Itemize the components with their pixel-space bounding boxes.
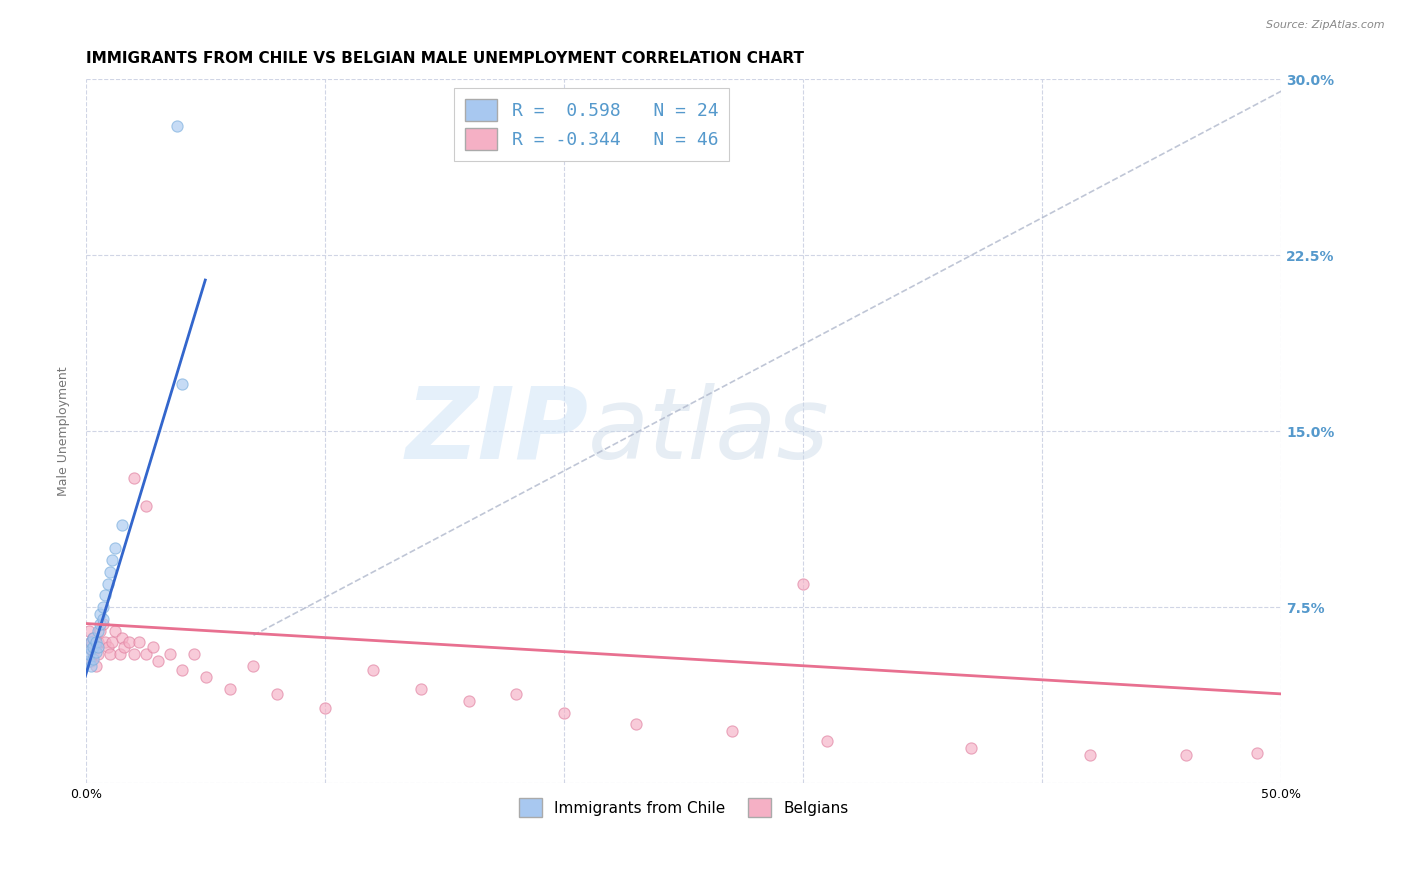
Point (84, 645, 107, 659)
Point (80, 658, 103, 673)
Point (122, 471, 145, 485)
Point (97, 640, 120, 654)
Point (111, 518, 134, 533)
Point (135, 647, 157, 661)
Point (80, 642, 103, 657)
Point (112, 640, 135, 654)
Point (87, 624, 110, 638)
Point (89, 607, 111, 622)
Point (84, 640, 107, 654)
Point (170, 377, 193, 392)
Point (111, 631, 134, 645)
Point (553, 706, 575, 720)
Point (97, 576, 120, 591)
Point (89, 616, 111, 631)
Y-axis label: Male Unemployment: Male Unemployment (58, 367, 70, 496)
Point (104, 541, 127, 556)
Point (84, 658, 107, 673)
Point (108, 647, 131, 661)
Point (82, 640, 104, 654)
Point (135, 500, 157, 514)
Point (77, 647, 100, 661)
Point (170, 664, 193, 678)
Point (815, 734, 838, 748)
Text: Source: ZipAtlas.com: Source: ZipAtlas.com (1267, 20, 1385, 29)
Point (82, 651, 104, 665)
Text: atlas: atlas (588, 383, 830, 480)
Legend: Immigrants from Chile, Belgians: Immigrants from Chile, Belgians (512, 790, 856, 825)
Point (194, 671, 217, 685)
Point (101, 635, 124, 649)
Point (122, 647, 145, 661)
Point (959, 740, 981, 755)
Point (314, 701, 336, 715)
Point (91, 600, 114, 615)
Point (166, 120, 188, 134)
Point (91, 616, 114, 631)
Point (1246, 746, 1268, 760)
Point (82, 631, 104, 645)
Point (80, 635, 103, 649)
Point (146, 654, 169, 668)
Point (87, 635, 110, 649)
Point (104, 624, 127, 638)
Point (82, 631, 104, 645)
Point (242, 658, 264, 673)
Point (101, 553, 124, 567)
Point (128, 635, 150, 649)
Point (183, 647, 205, 661)
Point (1078, 747, 1101, 762)
Point (89, 624, 111, 638)
Point (792, 576, 814, 591)
Point (84, 635, 107, 649)
Point (77, 640, 100, 654)
Point (80, 654, 103, 668)
Point (142, 640, 165, 654)
Point (720, 724, 742, 739)
Point (159, 647, 181, 661)
Point (82, 647, 104, 661)
Point (94, 635, 117, 649)
Point (457, 694, 479, 708)
Point (98, 647, 121, 661)
Point (118, 635, 141, 649)
Point (266, 687, 288, 701)
Point (94, 588, 117, 602)
Point (409, 682, 432, 697)
Point (91, 612, 114, 626)
Text: ZIP: ZIP (405, 383, 588, 480)
Point (80, 635, 103, 649)
Point (87, 640, 110, 654)
Point (77, 654, 100, 668)
Point (98, 565, 121, 579)
Point (77, 624, 100, 638)
Text: IMMIGRANTS FROM CHILE VS BELGIAN MALE UNEMPLOYMENT CORRELATION CHART: IMMIGRANTS FROM CHILE VS BELGIAN MALE UN… (86, 51, 804, 66)
Point (87, 647, 110, 661)
Point (505, 687, 527, 701)
Point (1174, 747, 1197, 762)
Point (218, 682, 240, 697)
Point (361, 664, 384, 678)
Point (624, 717, 647, 731)
